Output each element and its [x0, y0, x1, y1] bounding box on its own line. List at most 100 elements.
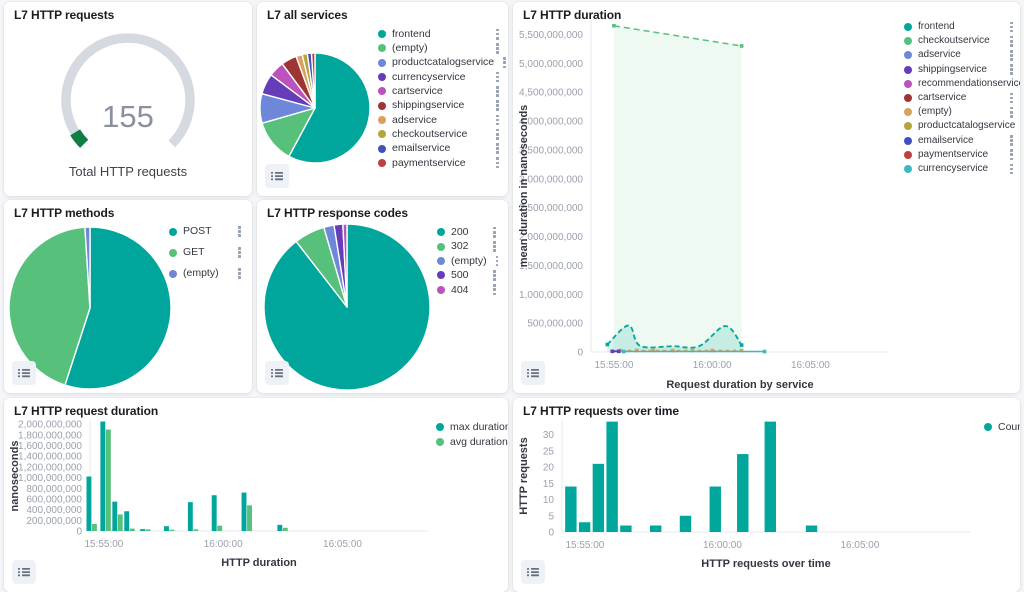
- legend-toggle-button[interactable]: [265, 361, 289, 385]
- legend-item[interactable]: shippingservice: [904, 63, 1016, 77]
- legend-toggle-button[interactable]: [521, 361, 545, 385]
- legend-item-label: Count: [998, 421, 1020, 433]
- legend-item-options-icon[interactable]: [490, 239, 499, 254]
- legend-color-dot: [904, 150, 912, 159]
- legend-item-options-icon[interactable]: [235, 245, 244, 260]
- legend-item-options-icon[interactable]: [1007, 48, 1016, 63]
- legend: POST GET (empty): [169, 221, 244, 284]
- legend-item-options-icon[interactable]: [490, 268, 499, 283]
- legend-toggle-button[interactable]: [521, 560, 545, 584]
- gauge-chart[interactable]: [4, 2, 252, 196]
- legend: frontend (empty) productcatalogservice curr…: [378, 27, 506, 170]
- gauge-caption: Total HTTP requests: [68, 164, 188, 179]
- legend-item-options-icon[interactable]: [1007, 34, 1016, 49]
- legend-toggle-button[interactable]: [265, 164, 289, 188]
- legend-item-options-icon[interactable]: [235, 224, 244, 239]
- svg-text:600,000,000: 600,000,000: [26, 494, 82, 505]
- legend-item[interactable]: emailservice: [378, 141, 502, 155]
- legend-color-dot: [436, 437, 444, 446]
- legend-item[interactable]: 302: [437, 239, 499, 253]
- legend-item-options-icon[interactable]: [490, 282, 499, 297]
- legend-item[interactable]: paymentservice: [378, 156, 502, 170]
- legend-item[interactable]: cartservice: [378, 84, 502, 98]
- legend-item[interactable]: currencyservice: [904, 162, 1016, 176]
- legend-item-options-icon[interactable]: [500, 55, 508, 70]
- methods-pie-chart[interactable]: [8, 226, 172, 390]
- legend-item[interactable]: (empty): [437, 254, 499, 268]
- legend-item-options-icon[interactable]: [493, 254, 502, 269]
- legend-item[interactable]: checkoutservice: [378, 127, 502, 141]
- legend-item-options-icon[interactable]: [1007, 162, 1016, 177]
- legend-item[interactable]: adservice: [378, 113, 502, 127]
- response-codes-pie-chart[interactable]: [263, 223, 431, 391]
- legend-item-options-icon[interactable]: [235, 266, 244, 281]
- legend-item[interactable]: productcatalogservice: [904, 119, 1016, 133]
- svg-text:16:00:00: 16:00:00: [693, 360, 732, 371]
- legend-item[interactable]: frontend: [378, 27, 502, 41]
- legend-item[interactable]: GET: [169, 242, 244, 263]
- legend-item[interactable]: avg duration: [436, 435, 508, 450]
- svg-text:1,500,000,000: 1,500,000,000: [519, 261, 583, 272]
- legend-color-dot: [904, 79, 912, 88]
- legend-item[interactable]: productcatalogservice: [378, 56, 506, 70]
- legend-item-label: frontend: [918, 21, 955, 33]
- legend-item[interactable]: max duration: [436, 420, 508, 435]
- legend-item-options-icon[interactable]: [1007, 105, 1016, 120]
- legend-item-options-icon[interactable]: [493, 141, 502, 156]
- svg-text:200,000,000: 200,000,000: [26, 516, 82, 527]
- legend-item-options-icon[interactable]: [493, 84, 502, 99]
- legend-item-options-icon[interactable]: [1007, 133, 1016, 148]
- legend-item[interactable]: 200: [437, 225, 499, 239]
- legend-item-label: checkoutservice: [392, 127, 468, 140]
- legend-item[interactable]: Count: [984, 420, 1020, 435]
- legend-item[interactable]: shippingservice: [378, 98, 502, 112]
- duration-line-chart[interactable]: 0 500,000,000 1,000,000,000 1,500,000,000 2,…: [513, 2, 1020, 393]
- legend-item[interactable]: currencyservice: [378, 70, 502, 84]
- legend-color-dot: [169, 248, 177, 257]
- legend-item-options-icon[interactable]: [493, 127, 502, 142]
- legend-item[interactable]: POST: [169, 221, 244, 242]
- svg-text:HTTP requests over time: HTTP requests over time: [701, 558, 830, 570]
- legend-item-options-icon[interactable]: [493, 27, 502, 42]
- legend-item-options-icon[interactable]: [493, 98, 502, 113]
- legend-item-options-icon[interactable]: [490, 225, 499, 240]
- legend-item-label: cartservice: [392, 85, 443, 98]
- pie-svg: [263, 223, 431, 391]
- legend-toggle-button[interactable]: [12, 361, 36, 385]
- legend-item-label: 500: [451, 269, 469, 282]
- legend-item-label: 302: [451, 240, 469, 253]
- legend-item[interactable]: 404: [437, 283, 499, 297]
- legend-item-options-icon[interactable]: [1007, 20, 1016, 35]
- legend-item[interactable]: adservice: [904, 48, 1016, 62]
- legend-item-options-icon[interactable]: [1007, 91, 1016, 106]
- legend-item-options-icon[interactable]: [493, 70, 502, 85]
- svg-text:1,600,000,000: 1,600,000,000: [18, 441, 82, 452]
- svg-text:3,500,000,000: 3,500,000,000: [519, 145, 583, 156]
- svg-text:5,000,000,000: 5,000,000,000: [519, 59, 583, 70]
- legend-item[interactable]: (empty): [904, 105, 1016, 119]
- legend-item[interactable]: recommendationservice: [904, 77, 1020, 91]
- legend-item[interactable]: paymentservice: [904, 148, 1016, 162]
- panel-l7-http-duration: L7 HTTP duration 0 500,000,000 1,000,000,0…: [513, 2, 1020, 393]
- legend-item-options-icon[interactable]: [493, 41, 502, 56]
- legend-item[interactable]: (empty): [378, 41, 502, 55]
- legend-item-label: productcatalogservice: [918, 120, 1016, 132]
- request-duration-bar-chart[interactable]: 0 200,000,000 400,000,000 600,000,000 800,00…: [4, 398, 508, 592]
- legend-toggle-button[interactable]: [12, 560, 36, 584]
- legend-item[interactable]: frontend: [904, 20, 1016, 34]
- legend-item[interactable]: checkoutservice: [904, 34, 1016, 48]
- legend-item-options-icon[interactable]: [493, 113, 502, 128]
- services-pie-chart[interactable]: [259, 52, 371, 164]
- legend-item[interactable]: 500: [437, 268, 499, 282]
- legend-item[interactable]: emailservice: [904, 134, 1016, 148]
- legend-item-options-icon[interactable]: [493, 155, 502, 170]
- requests-over-time-bar-chart[interactable]: 0 5 10 15 20 25 30 15:55:00 16:00:00 16:05:00 HTTP…: [513, 398, 1020, 592]
- legend-item-label: productcatalogservice: [392, 56, 495, 69]
- legend-item-options-icon[interactable]: [1007, 147, 1016, 162]
- dashboard: L7 HTTP requests 155 Total HTTP requests…: [4, 2, 1020, 592]
- legend-item[interactable]: (empty): [169, 263, 244, 284]
- legend-item-options-icon[interactable]: [1007, 62, 1016, 77]
- legend-color-dot: [378, 44, 386, 53]
- legend-item[interactable]: cartservice: [904, 91, 1016, 105]
- legend-item-label: GET: [183, 246, 205, 259]
